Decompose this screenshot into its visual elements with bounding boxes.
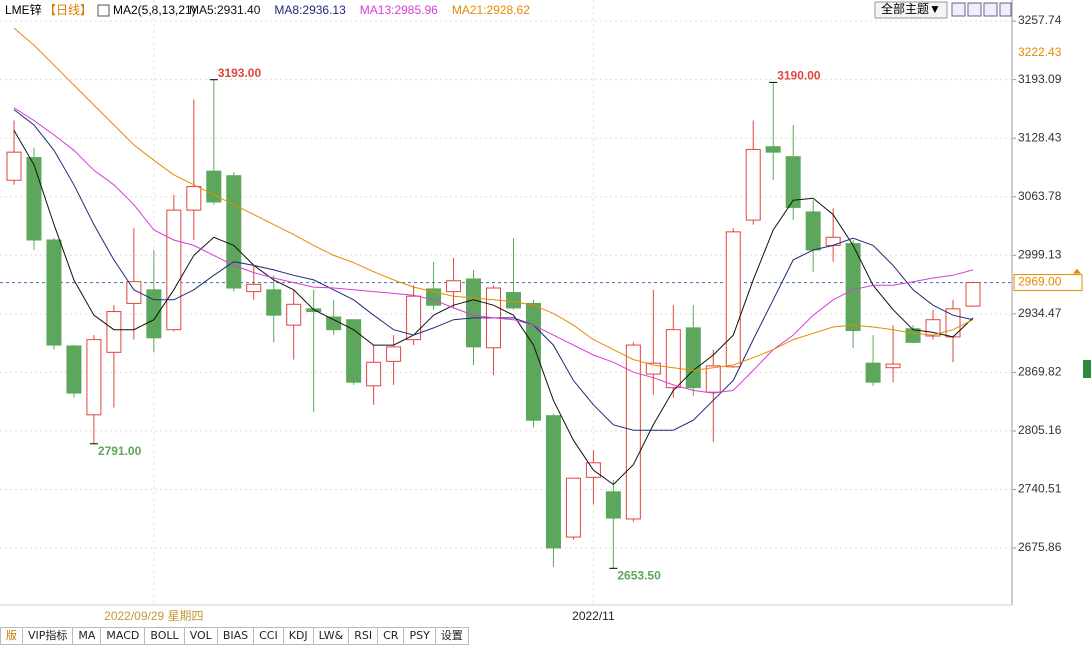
candle-body [885,363,901,369]
candle-body [745,148,761,221]
ma-line [13,107,974,394]
candle-body [326,316,342,331]
x-tick-label: 2022/09/29 星期四 [104,609,203,623]
tool-icon[interactable] [983,2,998,17]
y-tick-label: 3063.78 [1018,189,1062,203]
candle-body [346,319,362,383]
indicator-tab[interactable]: MA [73,627,102,645]
candle-body [406,295,422,341]
candle-body [146,289,162,339]
candle-body [186,186,202,211]
chart: LME锌 【日线】 MA2(5,8,13,21) 全部主题▼ MA5:2931.… [0,0,1091,623]
y-tick-label: 2934.47 [1018,306,1062,320]
candle-body [725,231,741,368]
candle-body [46,239,62,346]
candle-body [845,243,861,332]
indicator-tab[interactable]: MACD [101,627,146,645]
y-tick-label: 2805.16 [1018,423,1062,437]
current-price-box [1013,274,1083,292]
candle-body [206,170,222,203]
candle-body [66,345,82,394]
candle-body [605,491,621,519]
x-tick-label: 2022/11 [572,609,615,623]
tool-icon[interactable] [967,2,982,17]
candle-body [665,329,681,389]
y-tick-label: 2999.13 [1018,247,1062,261]
legend-entry: MA21:2928.62 [452,3,530,17]
candle-body [505,292,521,309]
candle-body [705,365,721,393]
period: 【日线】 [44,3,92,17]
indicator-tab[interactable]: KDJ [283,627,314,645]
candle-body [286,303,302,326]
theme-button-label[interactable]: 全部主题▼ [881,1,941,16]
candle-body [86,339,102,416]
indicator-tab[interactable]: 设置 [435,627,469,645]
candle-body [805,211,821,251]
candle-body [166,209,182,331]
y-tick-label: 2675.86 [1018,540,1062,554]
current-price-label: 2969.00 [1018,275,1062,289]
indicator-tab[interactable]: RSI [349,627,379,645]
y-tick-label: 3257.74 [1018,13,1062,27]
candle-body [865,362,881,383]
side-marker [1083,360,1091,378]
indicator-tab[interactable]: BOLL [145,627,185,645]
candle-body [386,346,402,362]
candle-body [685,327,701,389]
indicator-tab[interactable]: PSY [404,627,436,645]
candle-body [765,146,781,153]
indicator-tab[interactable]: BIAS [217,627,255,645]
candle-body [525,302,541,421]
tool-icon[interactable] [951,2,966,17]
candle-body [6,151,22,181]
candle-body [366,361,382,387]
legend-entry: MA8:2936.13 [274,3,346,17]
y-tick-label: 2869.82 [1018,365,1062,379]
legend-entry: MA13:2985.96 [360,3,438,17]
candle-body [266,289,282,316]
candle-body [106,311,122,353]
y-tick-label: 3128.43 [1018,130,1062,144]
symbol: LME锌 [5,3,42,17]
legend-entry: MA5:2931.40 [189,3,261,17]
candle-body [825,236,841,246]
y-tick-label: 2740.51 [1018,482,1062,496]
indicator-tab[interactable]: VIP指标 [23,627,74,645]
annotation-label: 2791.00 [98,444,142,458]
indicator-tab[interactable]: CR [378,627,405,645]
candle-body [645,362,661,375]
y-tick-label: 3193.09 [1018,72,1062,86]
current-price-arrow [1073,268,1081,274]
ma-line [13,130,974,486]
ma-line [13,109,974,431]
indicator-tab[interactable]: VOL [184,627,218,645]
candle-body [26,157,42,241]
indicator-tabs: 版 VIP指标 MA MACD BOLL VOL BIAS CCI KDJ LW& RSI CR PSY… [0,627,469,645]
candle-body [226,175,242,289]
tool-icon[interactable] [999,2,1012,17]
indicator: MA2(5,8,13,21) [113,3,196,17]
candle-body [446,280,462,293]
indicator-icon[interactable] [97,4,110,17]
candle-body [625,344,641,520]
indicator-tab[interactable]: LW& [313,627,350,645]
indicator-tab[interactable]: CCI [254,627,284,645]
annotation-label: 3193.00 [218,66,262,80]
annotation-label: 3190.00 [777,69,821,83]
y-marker-label: 3222.43 [1018,45,1062,59]
theme-button[interactable] [874,1,948,19]
candle-body [545,415,561,549]
candle-body [785,156,801,208]
annotation-label: 2653.50 [617,568,661,582]
ma-line [13,27,974,371]
candle-body [565,477,581,538]
candle-body [965,282,981,307]
candle-body [126,281,142,304]
indicator-tab[interactable]: 版 [0,627,23,645]
candle-body [246,283,262,293]
